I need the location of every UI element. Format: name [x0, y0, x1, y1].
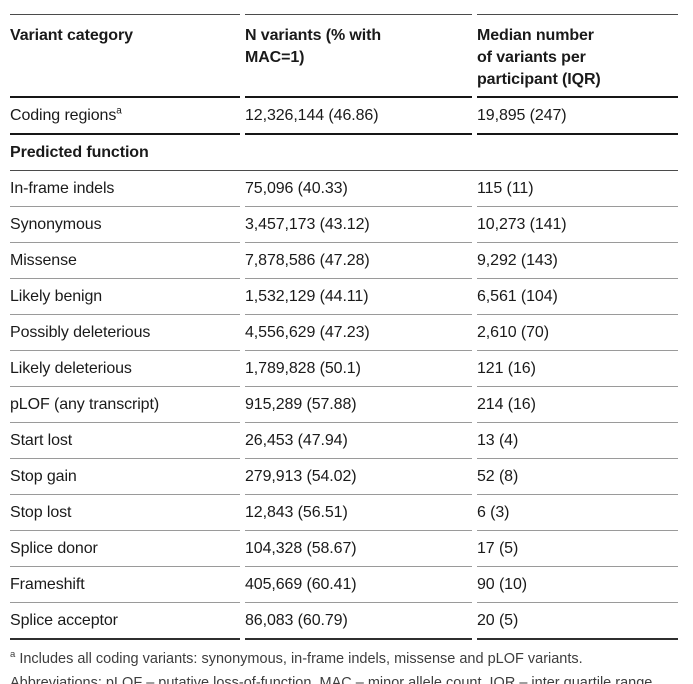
col-header-variant-category: Variant category	[10, 14, 240, 98]
cell-category: Frameshift	[10, 567, 240, 603]
cell-median: 214 (16)	[477, 387, 678, 423]
cell-median: 17 (5)	[477, 531, 678, 567]
cell-median: 6,561 (104)	[477, 279, 678, 315]
table-row-frameshift: Frameshift 405,669 (60.41) 90 (10)	[10, 567, 678, 603]
cell-median: 2,610 (70)	[477, 315, 678, 351]
cell-category: Start lost	[10, 423, 240, 459]
cell-category: Stop gain	[10, 459, 240, 495]
table-row-synonymous: Synonymous 3,457,173 (43.12) 10,273 (141…	[10, 207, 678, 243]
table-row-missense: Missense 7,878,586 (47.28) 9,292 (143)	[10, 243, 678, 279]
cell-median: 6 (3)	[477, 495, 678, 531]
cell-median: 52 (8)	[477, 459, 678, 495]
table-header-row: Variant category N variants (% with MAC=…	[10, 14, 678, 98]
variant-statistics-table: Variant category N variants (% with MAC=…	[5, 14, 683, 640]
col-header-n-variants: N variants (% with MAC=1)	[245, 14, 472, 98]
cell-median: 20 (5)	[477, 603, 678, 640]
table-row-plof-any-transcript: pLOF (any transcript) 915,289 (57.88) 21…	[10, 387, 678, 423]
cell-n-variants: 26,453 (47.94)	[245, 423, 472, 459]
footnote-text: Includes all coding variants: synonymous…	[10, 651, 657, 684]
cell-n-variants: 1,532,129 (44.11)	[245, 279, 472, 315]
cell-category: Stop lost	[10, 495, 240, 531]
table-footnote: a Includes all coding variants: synonymo…	[10, 640, 683, 684]
cell-n-variants: 86,083 (60.79)	[245, 603, 472, 640]
cell-category: Missense	[10, 243, 240, 279]
cell-median: 13 (4)	[477, 423, 678, 459]
table-row-coding-regions: Coding regionsa 12,326,144 (46.86) 19,89…	[10, 98, 678, 135]
cell-n-variants: 12,326,144 (46.86)	[245, 98, 472, 135]
table-section-row-predicted-function: Predicted function	[10, 135, 678, 171]
table-row-possibly-deleterious: Possibly deleterious 4,556,629 (47.23) 2…	[10, 315, 678, 351]
cell-n-variants: 915,289 (57.88)	[245, 387, 472, 423]
cell-category: In-frame indels	[10, 171, 240, 207]
cell-n-variants: 4,556,629 (47.23)	[245, 315, 472, 351]
col-header-median-variants: Median number of variants per participan…	[477, 14, 678, 98]
cell-n-variants: 104,328 (58.67)	[245, 531, 472, 567]
cell-category: pLOF (any transcript)	[10, 387, 240, 423]
cell-category: Splice acceptor	[10, 603, 240, 640]
cell-median: 90 (10)	[477, 567, 678, 603]
table-row-splice-donor: Splice donor 104,328 (58.67) 17 (5)	[10, 531, 678, 567]
cell-n-variants: 279,913 (54.02)	[245, 459, 472, 495]
table-row-likely-deleterious: Likely deleterious 1,789,828 (50.1) 121 …	[10, 351, 678, 387]
cell-n-variants: 3,457,173 (43.12)	[245, 207, 472, 243]
table-row-in-frame-indels: In-frame indels 75,096 (40.33) 115 (11)	[10, 171, 678, 207]
table-row-splice-acceptor: Splice acceptor 86,083 (60.79) 20 (5)	[10, 603, 678, 640]
cell-median: 19,895 (247)	[477, 98, 678, 135]
cell-n-variants: 405,669 (60.41)	[245, 567, 472, 603]
cell-category: Possibly deleterious	[10, 315, 240, 351]
cell-category: Coding regionsa	[10, 98, 240, 135]
cell-median: 115 (11)	[477, 171, 678, 207]
category-label: Coding regions	[10, 107, 117, 124]
table-row-stop-gain: Stop gain 279,913 (54.02) 52 (8)	[10, 459, 678, 495]
footnote-marker: a	[10, 649, 16, 661]
table-row-stop-lost: Stop lost 12,843 (56.51) 6 (3)	[10, 495, 678, 531]
cell-median: 10,273 (141)	[477, 207, 678, 243]
table-row-start-lost: Start lost 26,453 (47.94) 13 (4)	[10, 423, 678, 459]
table-row-likely-benign: Likely benign 1,532,129 (44.11) 6,561 (1…	[10, 279, 678, 315]
cell-category: Likely benign	[10, 279, 240, 315]
cell-category: Splice donor	[10, 531, 240, 567]
section-header-label: Predicted function	[10, 135, 678, 171]
cell-category: Synonymous	[10, 207, 240, 243]
cell-median: 9,292 (143)	[477, 243, 678, 279]
cell-n-variants: 7,878,586 (47.28)	[245, 243, 472, 279]
cell-median: 121 (16)	[477, 351, 678, 387]
cell-n-variants: 1,789,828 (50.1)	[245, 351, 472, 387]
cell-category: Likely deleterious	[10, 351, 240, 387]
cell-n-variants: 12,843 (56.51)	[245, 495, 472, 531]
footnote-marker-superscript: a	[116, 105, 122, 117]
cell-n-variants: 75,096 (40.33)	[245, 171, 472, 207]
